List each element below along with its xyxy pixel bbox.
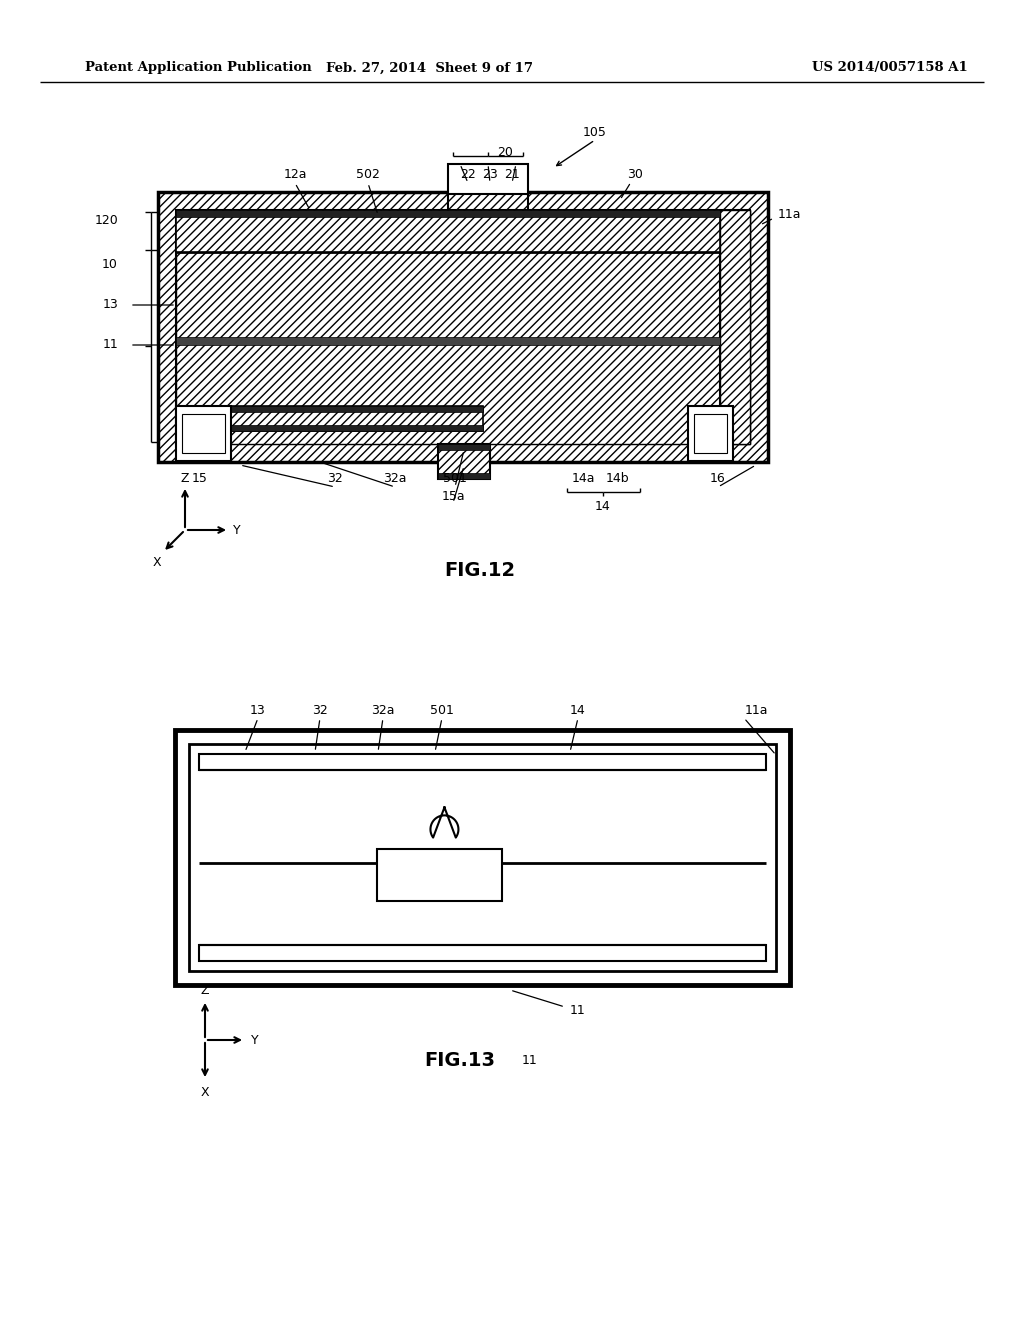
Text: 11a: 11a (778, 209, 802, 222)
Text: 30: 30 (627, 169, 643, 181)
Bar (176, 210, 750, 444)
Bar (158, 191, 768, 462)
Bar (176, 407, 483, 412)
Bar (199, 754, 766, 770)
Bar (182, 414, 225, 453)
Text: 21: 21 (504, 169, 520, 181)
Text: 23: 23 (482, 169, 498, 181)
Text: 14: 14 (570, 704, 586, 717)
Bar (176, 210, 720, 216)
Text: X: X (201, 1085, 209, 1098)
Bar (176, 407, 231, 461)
Bar (175, 730, 790, 985)
Bar (176, 407, 483, 432)
Text: Patent Application Publication: Patent Application Publication (85, 62, 311, 74)
Bar (720, 210, 750, 444)
Text: 15a: 15a (441, 490, 465, 503)
Text: 32: 32 (312, 704, 328, 717)
Text: 11a: 11a (745, 704, 768, 717)
Text: Y: Y (233, 524, 241, 536)
Bar (688, 407, 733, 461)
Bar (694, 414, 727, 453)
Bar (438, 444, 490, 450)
Text: 13: 13 (102, 298, 118, 312)
Text: Z: Z (181, 471, 189, 484)
Text: 11: 11 (570, 1003, 586, 1016)
Text: 32: 32 (327, 471, 343, 484)
Text: 10: 10 (102, 259, 118, 272)
Bar (176, 210, 750, 444)
Bar (378, 849, 503, 902)
Text: 12a: 12a (284, 169, 307, 181)
Bar (438, 473, 490, 479)
Bar (176, 210, 720, 252)
Text: 16: 16 (710, 471, 726, 484)
Text: US 2014/0057158 A1: US 2014/0057158 A1 (812, 62, 968, 74)
Text: 14a: 14a (571, 471, 595, 484)
Text: 20: 20 (497, 147, 513, 160)
Bar (438, 444, 490, 479)
Text: 11: 11 (522, 1053, 538, 1067)
Text: 14b: 14b (605, 471, 629, 484)
Text: 502: 502 (356, 169, 380, 181)
Bar (176, 337, 720, 345)
Bar (449, 164, 528, 194)
Text: 11: 11 (102, 338, 118, 351)
Text: Feb. 27, 2014  Sheet 9 of 17: Feb. 27, 2014 Sheet 9 of 17 (327, 62, 534, 74)
Bar (176, 425, 483, 432)
Text: Z: Z (201, 983, 209, 997)
Text: FIG.12: FIG.12 (444, 561, 515, 579)
Text: 13: 13 (250, 704, 266, 717)
Text: Y: Y (251, 1034, 259, 1047)
Text: X: X (153, 556, 162, 569)
Text: 32a: 32a (383, 471, 407, 484)
Bar (189, 744, 776, 972)
Text: 501: 501 (430, 704, 454, 717)
Text: FIG.13: FIG.13 (425, 1051, 496, 1069)
Text: 120: 120 (94, 214, 118, 227)
Bar (199, 945, 766, 961)
Text: 501: 501 (443, 471, 467, 484)
Text: 32a: 32a (372, 704, 394, 717)
Text: 22: 22 (460, 169, 476, 181)
Text: 105: 105 (583, 127, 607, 140)
Text: 15: 15 (193, 471, 208, 484)
Text: 14: 14 (595, 499, 611, 512)
